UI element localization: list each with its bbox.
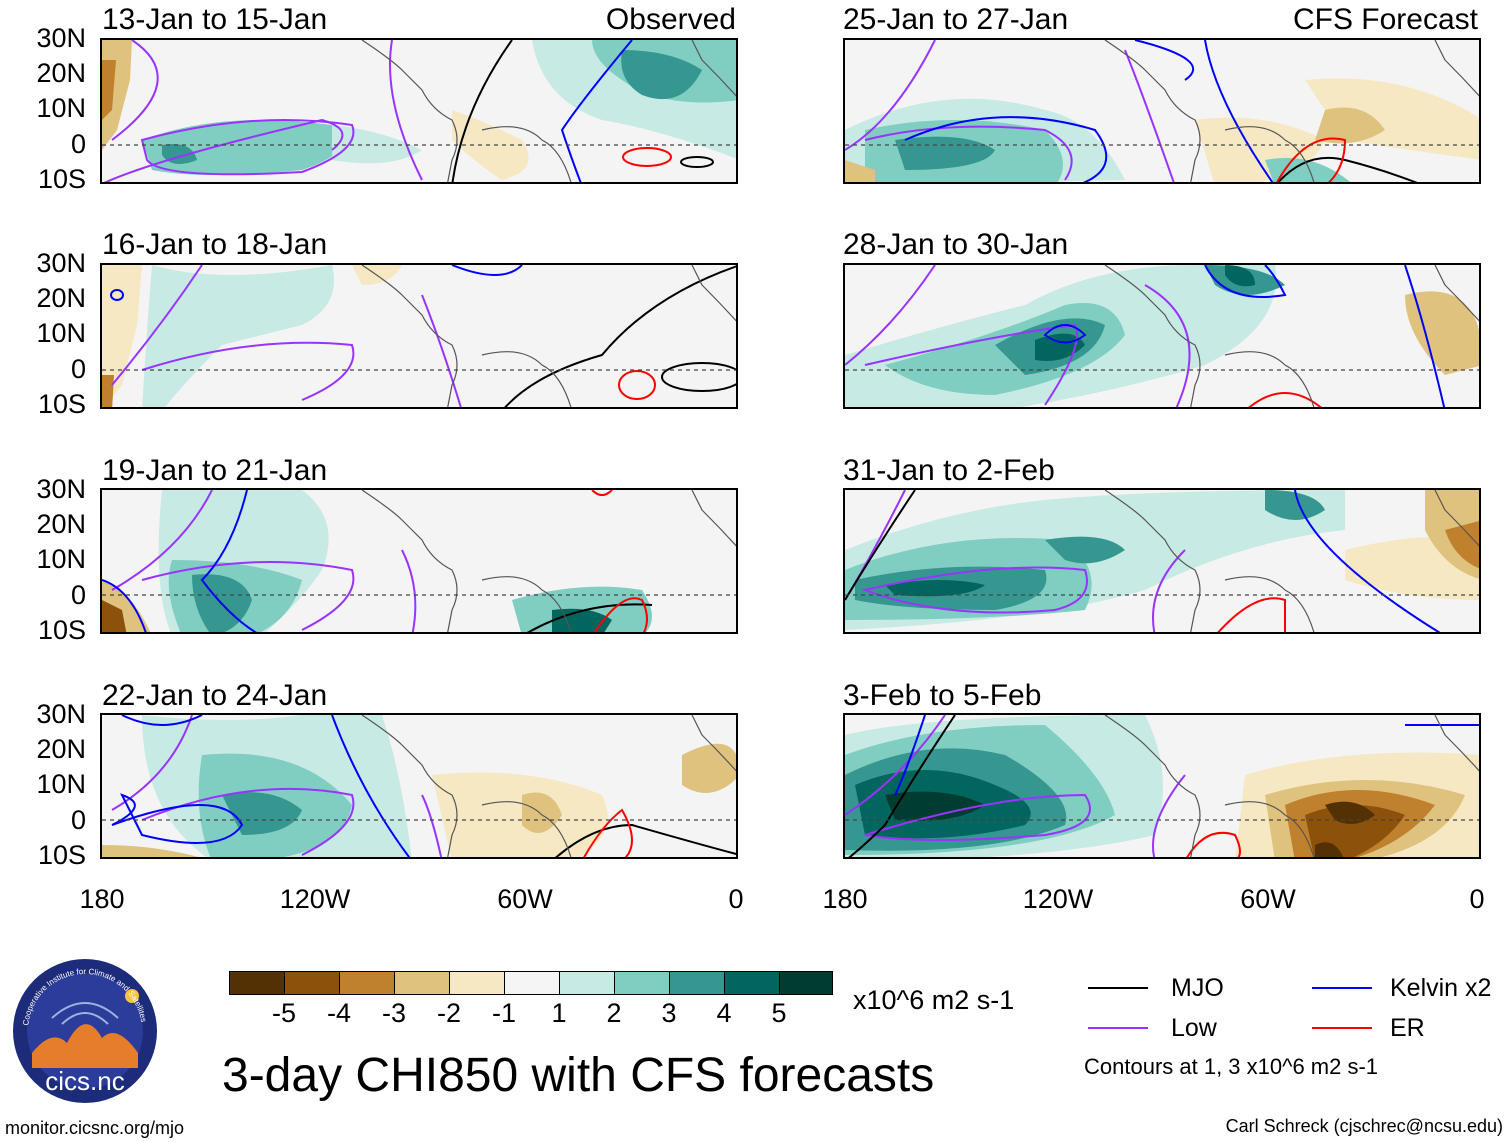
lat-label-20n: 20N (36, 509, 86, 539)
lat-label-30n: 30N (36, 699, 86, 729)
legend-line-er (1312, 1027, 1372, 1029)
lon-label-120w-right: 120W (1022, 884, 1094, 914)
map-panel-19jan (100, 488, 738, 634)
lat-label-eq: 0 (70, 354, 86, 384)
lat-label-20n: 20N (36, 283, 86, 313)
map-panel-cfs-25jan (843, 38, 1481, 184)
lat-label-30n: 30N (36, 23, 86, 53)
colorbar-cell (449, 971, 505, 995)
lon-label-120w-left: 120W (279, 884, 351, 914)
lat-label-eq: 0 (70, 580, 86, 610)
colorbar-label: 1 (551, 998, 567, 1028)
map-panel-16jan (100, 263, 738, 409)
lat-label-10s: 10S (37, 164, 86, 194)
colorbar-cell (339, 971, 395, 995)
panel-title-left-3: 19-Jan to 21-Jan (102, 454, 328, 487)
legend-note: Contours at 1, 3 x10^6 m2 s-1 (1084, 1054, 1379, 1079)
legend-line-low (1088, 1027, 1148, 1029)
legend-label-er: ER (1390, 1014, 1425, 1042)
colorbar-label: 2 (606, 998, 622, 1028)
colorbar-cell (724, 971, 780, 995)
lat-label-eq: 0 (70, 805, 86, 835)
colorbar-label: 5 (771, 998, 787, 1028)
colorbar-units: x10^6 m2 s-1 (853, 985, 1015, 1015)
legend-label-mjo: MJO (1171, 974, 1224, 1002)
colorbar-cell (669, 971, 725, 995)
lat-label-10s: 10S (37, 389, 86, 419)
colorbar-cell (559, 971, 615, 995)
map-panel-22jan (100, 713, 738, 859)
legend-label-kelvin: Kelvin x2 (1390, 974, 1492, 1002)
map-panel-cfs-31jan (843, 488, 1481, 634)
footer-url: monitor.cicsnc.org/mjo (5, 1118, 185, 1138)
lon-label-0-left: 0 (728, 884, 744, 914)
lat-label-eq: 0 (70, 129, 86, 159)
lat-label-20n: 20N (36, 58, 86, 88)
colorbar-label: 4 (716, 998, 732, 1028)
map-panel-cfs-3feb (843, 713, 1481, 859)
colorbar-cell (284, 971, 340, 995)
lat-label-30n: 30N (36, 248, 86, 278)
colorbar-cell (504, 971, 560, 995)
lat-label-20n: 20N (36, 734, 86, 764)
colorbar-cell (779, 971, 833, 995)
panel-label-observed: Observed (605, 3, 736, 36)
logo-text: cics.nc (45, 1066, 124, 1096)
colorbar-label: -4 (326, 998, 352, 1028)
lat-label-10n: 10N (36, 769, 86, 799)
panel-title-left-4: 22-Jan to 24-Jan (102, 679, 328, 712)
legend-line-kelvin (1312, 987, 1372, 989)
map-panel-observed-13jan (100, 38, 738, 184)
colorbar-label: -3 (381, 998, 407, 1028)
lat-label-10n: 10N (36, 318, 86, 348)
panel-title-right-2: 28-Jan to 30-Jan (843, 228, 1069, 261)
lat-label-10n: 10N (36, 93, 86, 123)
page-title: 3-day CHI850 with CFS forecasts (222, 1049, 935, 1102)
panel-label-cfs-forecast: CFS Forecast (1292, 3, 1478, 36)
footer-credit: Carl Schreck (cjschrec@ncsu.edu) (1225, 1116, 1503, 1136)
panel-title-right-3: 31-Jan to 2-Feb (843, 454, 1055, 487)
lat-label-10n: 10N (36, 544, 86, 574)
lon-label-180-left: 180 (79, 884, 125, 914)
colorbar-label: 3 (661, 998, 677, 1028)
map-panel-cfs-28jan (843, 263, 1481, 409)
lon-label-180-right: 180 (822, 884, 868, 914)
panel-title-left-2: 16-Jan to 18-Jan (102, 228, 328, 261)
cics-logo: Cooperative Institute for Climate and Sa… (12, 958, 158, 1104)
lat-label-30n: 30N (36, 474, 86, 504)
colorbar-label: -5 (271, 998, 297, 1028)
lat-label-10s: 10S (37, 840, 86, 870)
legend-label-low: Low (1171, 1014, 1217, 1042)
colorbar-label: -1 (491, 998, 517, 1028)
lon-label-60w-right: 60W (1240, 884, 1296, 914)
panel-title-left-1: 13-Jan to 15-Jan (102, 3, 328, 36)
colorbar-cell (394, 971, 450, 995)
lon-label-0-right: 0 (1469, 884, 1485, 914)
lon-label-60w-left: 60W (497, 884, 553, 914)
legend-line-mjo (1088, 987, 1148, 989)
colorbar-label: -2 (436, 998, 462, 1028)
colorbar-cell (614, 971, 670, 995)
panel-title-right-4: 3-Feb to 5-Feb (843, 679, 1042, 712)
colorbar-cell (229, 971, 285, 995)
panel-title-right-1: 25-Jan to 27-Jan (843, 3, 1069, 36)
lat-label-10s: 10S (37, 615, 86, 645)
